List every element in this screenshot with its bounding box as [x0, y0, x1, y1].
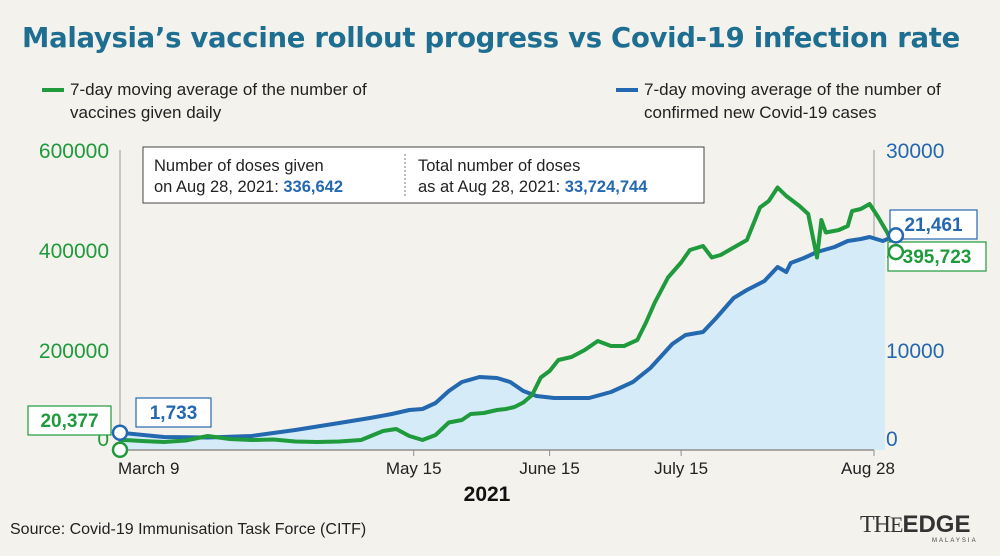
legend-vaccines-label: 7-day moving average of the number of va… — [70, 80, 367, 122]
legend-cases: 7-day moving average of the number of co… — [616, 78, 976, 124]
legend-vaccines-swatch — [42, 88, 64, 92]
left-axis-ticks: 0 200000 400000 600000 — [39, 140, 109, 451]
marker-cases-end — [887, 227, 905, 244]
callout-vaccine-end-text: 395,723 — [903, 247, 972, 268]
marker-vaccine-start — [111, 441, 129, 459]
x-axis-label: 2021 — [464, 483, 511, 506]
callout-cases-start: 1,733 — [135, 397, 212, 428]
info-box-frame — [142, 146, 705, 204]
legend-vaccines: 7-day moving average of the number of va… — [42, 78, 370, 124]
y-right-tick-label: 0 — [886, 428, 898, 451]
callout-vaccine-start-box — [27, 405, 112, 436]
info-left-line2: on Aug 28, 2021: 336,642 — [154, 178, 343, 196]
y-left-tick-label: 200000 — [39, 340, 109, 363]
legend-cases-label: 7-day moving average of the number of co… — [644, 80, 941, 122]
logo-wordmark: THEEDGE — [860, 511, 971, 538]
callout-cases-end-text: 21,461 — [904, 215, 963, 236]
info-right-value: 33,724,744 — [565, 178, 648, 196]
x-axis-ticks: March 9 May 15 June 15 July 15 Aug 28 — [118, 450, 895, 478]
right-axis-ticks: 0100002000030000 — [886, 140, 944, 451]
logo-subtitle: MALAYSIA — [932, 538, 978, 544]
x-tick-label: March 9 — [118, 459, 179, 478]
info-right-line1: Total number of doses — [418, 157, 580, 175]
y-right-tick-label: 10000 — [886, 340, 944, 363]
legend-cases-swatch — [616, 88, 638, 92]
callout-cases-end-box — [889, 209, 978, 240]
cases-area — [120, 237, 885, 450]
info-left-line1: Number of doses given — [154, 157, 324, 175]
callout-cases-start-box — [135, 397, 212, 428]
chart-title: Malaysia’s vaccine rollout progress vs C… — [22, 22, 960, 54]
source-note: Source: Covid-19 Immunisation Task Force… — [10, 521, 367, 538]
info-left-prefix: on Aug 28, 2021: — [154, 178, 283, 196]
marker-vaccine-end — [887, 243, 905, 261]
vaccines-line — [118, 185, 898, 444]
y-left-tick-label: 0 — [97, 428, 109, 451]
y-left-tick-label: 600000 — [39, 140, 109, 163]
x-tick-label: May 15 — [386, 459, 442, 478]
callout-cases-start-text: 1,733 — [150, 403, 198, 424]
info-box: Number of doses given on Aug 28, 2021: 3… — [142, 146, 705, 204]
x-tick-label: Aug 28 — [841, 459, 895, 478]
y-right-tick-label: 30000 — [886, 140, 944, 163]
info-right-line2: as at Aug 28, 2021: 33,724,744 — [418, 178, 648, 196]
info-left-value: 336,642 — [283, 178, 343, 196]
callout-vaccine-end-box — [887, 241, 987, 272]
callout-cases-end: 21,461 — [889, 209, 978, 240]
callout-vaccine-end: 395,723 — [887, 241, 987, 272]
callout-vaccine-start-text: 20,377 — [40, 411, 98, 432]
the-edge-logo: THEEDGE MALAYSIA — [860, 511, 976, 544]
end-markers — [111, 227, 905, 459]
info-right-prefix: as at Aug 28, 2021: — [418, 178, 565, 196]
marker-cases-start — [111, 424, 129, 441]
x-tick-label: June 15 — [519, 459, 580, 478]
y-left-tick-label: 400000 — [39, 240, 109, 263]
cases-line — [118, 233, 898, 440]
callout-vaccine-start: 20,377 — [27, 405, 112, 436]
x-tick-label: July 15 — [654, 459, 708, 478]
